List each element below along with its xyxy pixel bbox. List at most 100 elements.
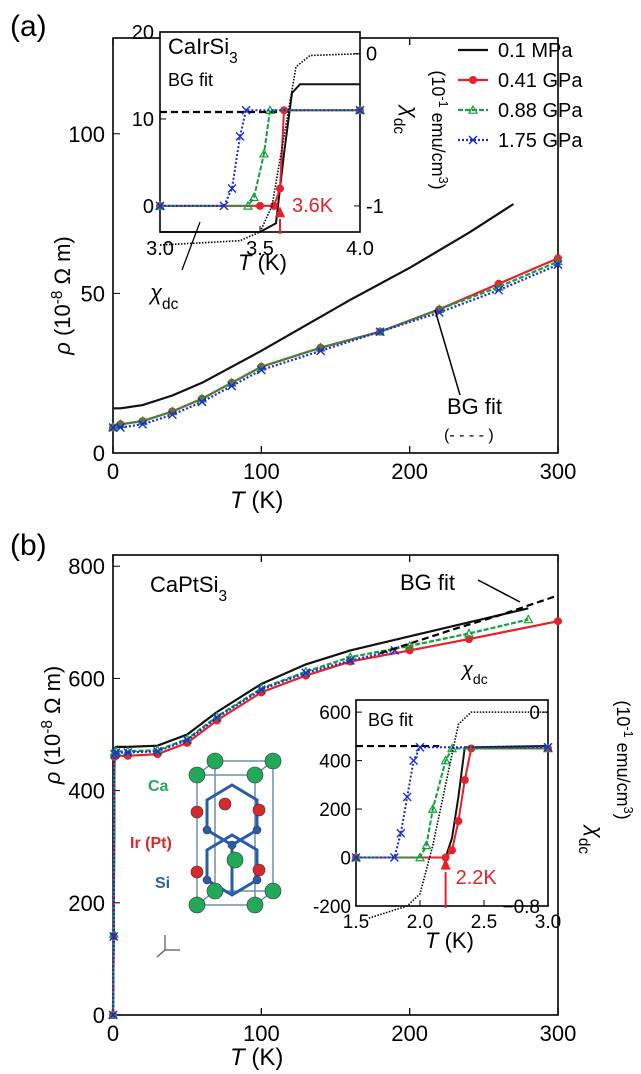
atom bbox=[227, 840, 237, 850]
inset-a-bg bbox=[160, 32, 360, 232]
data-point bbox=[248, 191, 260, 202]
data-point bbox=[468, 135, 478, 145]
inset-right-unit: (10-1 emu/cm3) bbox=[428, 70, 450, 189]
data-point bbox=[301, 668, 311, 678]
inset-y-tick-label: -200 bbox=[313, 897, 351, 918]
y-tick-label: 800 bbox=[68, 554, 105, 579]
data-point bbox=[241, 105, 251, 115]
x-tick-label: 300 bbox=[540, 459, 577, 484]
data-point bbox=[108, 1010, 118, 1020]
data-point bbox=[345, 655, 355, 665]
data-point bbox=[404, 640, 415, 650]
series-line-3 bbox=[160, 109, 360, 207]
data-point bbox=[405, 646, 414, 655]
data-point bbox=[153, 746, 162, 756]
crystal-label-0: Ca bbox=[148, 778, 169, 795]
series-line-2 bbox=[160, 109, 360, 207]
y-axis-label: ρ (10-8 Ω m) bbox=[39, 666, 66, 786]
data-point bbox=[375, 327, 385, 337]
x-tick-label: 0 bbox=[107, 459, 119, 484]
compound-label: CaPtSi3 bbox=[150, 572, 227, 605]
y-tick-label: 400 bbox=[68, 779, 105, 804]
legend-label-1: 0.41 GPa bbox=[498, 70, 583, 92]
data-point bbox=[219, 201, 229, 211]
data-point bbox=[494, 285, 504, 295]
data-point bbox=[467, 104, 479, 114]
x-tick-label: 300 bbox=[540, 1021, 577, 1046]
inset-y-tick-label: 600 bbox=[319, 703, 351, 724]
panel-label: (b) bbox=[10, 529, 47, 562]
inset-x-tick-label: 3.0 bbox=[146, 238, 174, 260]
data-point bbox=[460, 775, 469, 784]
data-point bbox=[463, 628, 475, 638]
inset-chi-curve bbox=[368, 711, 548, 919]
inset-x-tick-label: 3.5 bbox=[246, 238, 274, 260]
inset-y-tick-label: 10 bbox=[132, 109, 154, 131]
data-point bbox=[256, 201, 264, 210]
inset-b-bg bbox=[356, 700, 548, 906]
data-point bbox=[235, 131, 245, 141]
data-point bbox=[115, 422, 125, 432]
inset-right-tick-label: 0 bbox=[366, 44, 377, 66]
inset-x-axis-label: T (K) bbox=[425, 928, 474, 953]
data-point bbox=[374, 326, 386, 336]
inset-chi-curve bbox=[159, 52, 361, 246]
atom bbox=[252, 875, 262, 885]
atom bbox=[206, 882, 224, 900]
crystal-label-2: Si bbox=[155, 875, 170, 892]
inset-bg-fit-label: BG fit bbox=[368, 710, 413, 730]
data-point bbox=[227, 381, 237, 391]
atom bbox=[188, 896, 206, 914]
inset-y-tick-label: 0 bbox=[143, 196, 154, 218]
data-point bbox=[542, 743, 554, 753]
atom bbox=[246, 766, 264, 784]
data-point bbox=[197, 397, 207, 407]
data-point bbox=[258, 148, 270, 158]
atom bbox=[226, 851, 244, 869]
bg-fit-label: BG fit bbox=[400, 570, 455, 595]
bg-fit-line bbox=[379, 594, 559, 655]
data-point bbox=[354, 105, 366, 115]
legend-label-2: 0.88 GPa bbox=[498, 100, 583, 122]
data-point bbox=[454, 817, 463, 826]
crystal-label-1: Ir (Pt) bbox=[130, 835, 172, 852]
data-point bbox=[414, 852, 426, 862]
atom bbox=[264, 752, 282, 770]
chi-pointer bbox=[181, 221, 201, 271]
x-tick-label: 200 bbox=[391, 459, 428, 484]
inset-right-tick-label: 0 bbox=[529, 703, 540, 724]
y-axis-label: ρ (10-8 Ω m) bbox=[49, 236, 76, 356]
data-point bbox=[256, 685, 266, 695]
atom bbox=[218, 797, 232, 811]
data-point bbox=[441, 853, 450, 862]
inset-x-tick-label: 2.5 bbox=[471, 912, 497, 933]
data-point bbox=[389, 853, 399, 863]
inset-x-tick-label: 4.0 bbox=[346, 238, 374, 260]
y-tick-label: 200 bbox=[68, 891, 105, 916]
inset-right-axis-label: χdc bbox=[576, 824, 609, 855]
compound-label: CaIrSi3 bbox=[168, 34, 238, 67]
x-tick-label: 100 bbox=[243, 459, 280, 484]
legend-label-0: 0.1 MPa bbox=[498, 40, 573, 62]
data-point bbox=[409, 756, 419, 766]
data-point bbox=[256, 365, 266, 375]
inset-b-axes bbox=[355, 699, 549, 907]
inset-right-unit: (10-1 emu/cm3) bbox=[613, 700, 635, 819]
data-point bbox=[111, 747, 121, 757]
atom bbox=[202, 875, 212, 885]
data-point bbox=[415, 742, 425, 752]
data-point bbox=[543, 742, 553, 752]
data-point bbox=[167, 410, 177, 420]
data-point bbox=[553, 260, 563, 270]
data-point bbox=[276, 184, 284, 193]
bg-fit-label: BG fit bbox=[447, 394, 502, 419]
inset-bg-fit-label: BG fit bbox=[168, 70, 213, 90]
data-point bbox=[448, 846, 456, 855]
data-point bbox=[469, 76, 477, 84]
series-line-0 bbox=[160, 83, 360, 233]
tc-label: 2.2K bbox=[456, 867, 498, 889]
data-point bbox=[109, 931, 119, 941]
y-tick-label: 50 bbox=[81, 281, 105, 306]
y-tick-label: 100 bbox=[68, 122, 105, 147]
